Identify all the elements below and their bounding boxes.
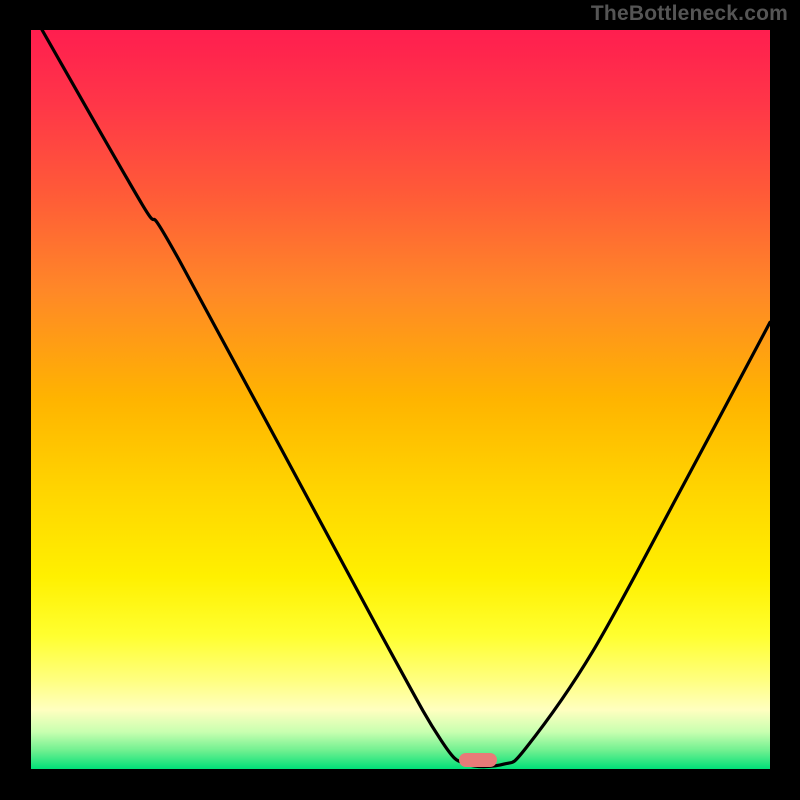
watermark-text: TheBottleneck.com <box>591 2 788 26</box>
chart-container: TheBottleneck.com <box>0 0 800 800</box>
plot-area <box>31 30 770 770</box>
optimal-marker <box>459 753 497 767</box>
curve-layer <box>31 30 770 770</box>
bottleneck-curve <box>42 30 770 767</box>
